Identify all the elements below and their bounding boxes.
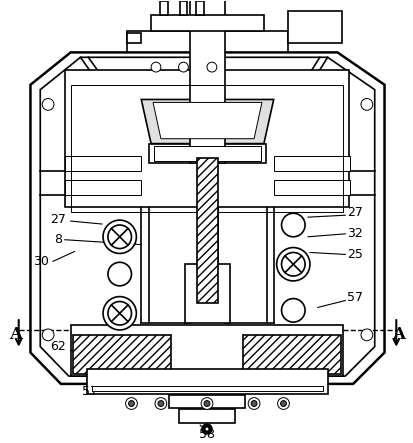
Text: 8: 8	[54, 233, 62, 246]
Circle shape	[42, 329, 54, 341]
Bar	[196, 1, 204, 15]
Bar	[71, 85, 342, 212]
Circle shape	[108, 262, 131, 286]
Bar	[64, 180, 141, 194]
Circle shape	[154, 398, 166, 409]
Bar	[288, 11, 342, 43]
Circle shape	[178, 62, 188, 72]
Text: A: A	[391, 326, 404, 343]
Text: 57: 57	[82, 385, 98, 398]
Circle shape	[202, 424, 211, 434]
Circle shape	[151, 62, 161, 72]
Polygon shape	[141, 100, 273, 144]
Polygon shape	[153, 102, 261, 139]
Circle shape	[280, 400, 286, 407]
Circle shape	[42, 98, 54, 110]
Bar	[72, 335, 170, 374]
Circle shape	[281, 213, 304, 237]
Text: 27: 27	[347, 206, 362, 219]
Bar	[178, 409, 235, 423]
Circle shape	[251, 400, 256, 407]
Circle shape	[204, 400, 209, 407]
Text: 32: 32	[347, 227, 362, 241]
Bar	[64, 70, 349, 207]
Circle shape	[206, 62, 216, 72]
Circle shape	[277, 398, 289, 409]
Circle shape	[204, 427, 209, 431]
Circle shape	[360, 329, 372, 341]
Text: 27: 27	[50, 213, 66, 225]
Bar	[159, 1, 167, 15]
Circle shape	[276, 248, 309, 281]
Text: A: A	[9, 326, 22, 343]
Circle shape	[103, 220, 136, 253]
Text: 30: 30	[33, 255, 49, 268]
Text: 62: 62	[50, 340, 66, 353]
Circle shape	[281, 253, 304, 276]
Polygon shape	[31, 52, 384, 384]
Bar	[273, 156, 349, 171]
Circle shape	[125, 398, 137, 409]
Bar	[151, 15, 263, 31]
Bar	[126, 33, 141, 43]
Bar	[197, 158, 217, 303]
Circle shape	[108, 225, 131, 249]
Circle shape	[158, 400, 164, 407]
Bar	[169, 395, 244, 408]
Bar	[149, 144, 265, 163]
Circle shape	[281, 299, 304, 322]
Circle shape	[108, 302, 131, 325]
Bar	[179, 1, 187, 15]
Bar	[243, 335, 341, 374]
Circle shape	[128, 400, 134, 407]
Bar	[64, 156, 141, 171]
Bar	[185, 264, 229, 323]
Text: 57: 57	[346, 291, 362, 304]
Bar	[273, 180, 349, 194]
Bar	[87, 369, 327, 394]
Circle shape	[103, 297, 136, 330]
Bar	[126, 31, 288, 52]
Bar	[154, 146, 260, 161]
Text: 25: 25	[347, 248, 362, 261]
Circle shape	[248, 398, 259, 409]
Bar	[190, 0, 224, 163]
Circle shape	[360, 98, 372, 110]
Circle shape	[201, 398, 212, 409]
Bar	[92, 386, 322, 391]
Bar	[71, 325, 342, 376]
Text: 58: 58	[199, 428, 214, 441]
